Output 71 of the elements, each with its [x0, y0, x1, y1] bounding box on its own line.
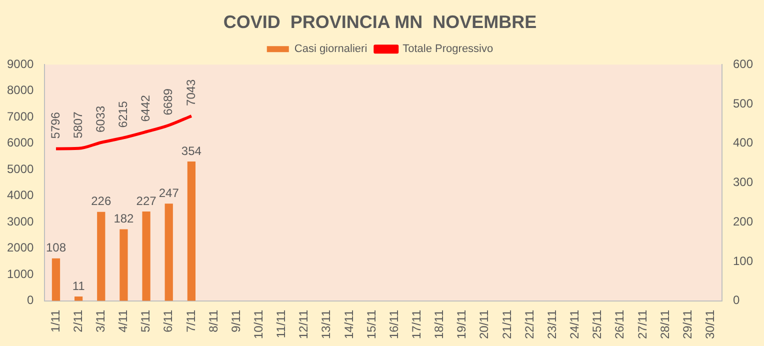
x-tick-label: 5/11	[138, 310, 153, 332]
x-tick-label: 23/11	[544, 310, 559, 339]
x-tick-label: 17/11	[410, 310, 424, 339]
data-label: 247	[158, 186, 180, 200]
data-label: 11	[72, 278, 86, 293]
x-tick-label: 8/11	[206, 310, 220, 332]
y2-tick-label: 100	[732, 254, 754, 268]
y2-tick-label: 200	[732, 214, 754, 228]
y2-tick-label: 0	[732, 293, 740, 308]
x-tick-label: 13/11	[319, 310, 334, 339]
y-tick-label: 5000	[6, 162, 34, 176]
x-tick-label: 7/11	[184, 310, 198, 332]
x-tick-label: 29/11	[680, 310, 694, 339]
x-tick-label: 24/11	[568, 310, 582, 339]
data-label: 227	[136, 194, 157, 208]
bar	[187, 161, 196, 301]
x-tick-label: 10/11	[251, 310, 266, 339]
bar	[74, 296, 83, 301]
x-tick-label: 28/11	[658, 310, 672, 339]
x-tick-label: 11/11	[274, 310, 288, 338]
x-tick-label: 4/11	[116, 310, 130, 332]
y-tick-label: 1000	[6, 266, 34, 281]
y2-tick-label: 400	[732, 136, 754, 150]
bar	[97, 212, 106, 301]
data-label: 6215	[116, 100, 130, 128]
data-label: 6033	[93, 105, 108, 132]
data-label: 354	[181, 144, 202, 158]
y-tick-label: 4000	[6, 188, 34, 202]
bar	[120, 229, 128, 301]
x-tick-label: 12/11	[296, 310, 311, 339]
x-tick-label: 30/11	[703, 310, 718, 339]
x-tick-label: 15/11	[364, 310, 378, 339]
data-label: 182	[114, 212, 134, 226]
y-tick-label: 7000	[6, 109, 34, 124]
x-tick-label: 3/11	[93, 310, 108, 332]
x-tick-label: 1/11	[48, 310, 62, 332]
data-label: 226	[91, 194, 112, 208]
y2-tick-label: 600	[732, 56, 754, 71]
x-tick-label: 18/11	[432, 310, 446, 339]
legend-label: Totale Progressivo	[402, 43, 494, 56]
data-label: 5796	[48, 112, 62, 139]
data-label: 108	[46, 240, 66, 255]
x-tick-label: 20/11	[477, 310, 492, 339]
y-tick-label: 6000	[6, 136, 34, 150]
bar	[142, 211, 150, 301]
data-label: 5807	[70, 111, 85, 138]
x-tick-label: 2/11	[70, 310, 85, 332]
data-label: 6442	[138, 94, 153, 122]
y-tick-label: 0	[27, 293, 34, 308]
y2-tick-label: 300	[732, 175, 754, 190]
bar	[164, 204, 173, 301]
x-tick-label: 16/11	[386, 310, 401, 339]
y-tick-label: 3000	[6, 214, 34, 228]
legend-label: Casi giornalieri	[294, 43, 368, 56]
x-tick-label: 14/11	[342, 310, 356, 339]
x-tick-label: 6/11	[161, 310, 176, 332]
x-tick-label: 19/11	[454, 310, 469, 339]
chart-title: COVID PROVINCIA MN NOVEMBRE	[223, 12, 537, 32]
x-tick-label: 21/11	[500, 310, 514, 339]
bar	[52, 258, 60, 301]
data-label: 7043	[184, 78, 198, 106]
x-tick-label: 27/11	[635, 310, 650, 339]
x-tick-label: 9/11	[228, 310, 243, 332]
y-tick-label: 8000	[6, 83, 34, 98]
data-label: 6689	[161, 88, 176, 116]
x-tick-label: 22/11	[522, 310, 536, 339]
y-tick-label: 2000	[6, 240, 34, 255]
y2-tick-label: 500	[732, 96, 754, 110]
x-tick-label: 26/11	[612, 310, 627, 339]
y-tick-label: 9000	[6, 56, 34, 71]
x-tick-label: 25/11	[590, 310, 604, 339]
